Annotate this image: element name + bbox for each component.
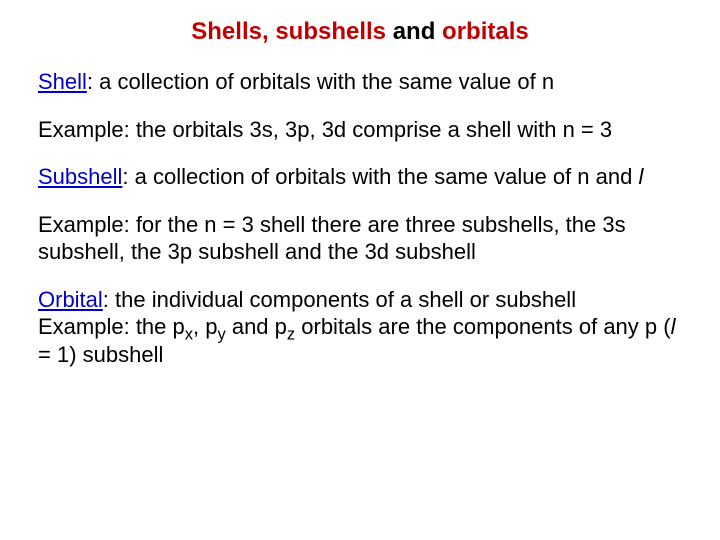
definition-shell: Shell: a collection of orbitals with the…	[38, 68, 682, 96]
text: : a collection of orbitals with the same…	[122, 164, 638, 189]
text: : a collection of orbitals with the same…	[87, 69, 554, 94]
text: Example: the p	[38, 314, 185, 339]
text: = 1) subshell	[38, 342, 163, 367]
subscript-x: x	[185, 325, 193, 343]
term-shell: Shell	[38, 69, 87, 94]
term-orbital: Orbital	[38, 287, 103, 312]
text: Example: the orbitals 3s, 3p, 3d compris…	[38, 117, 612, 142]
text: : the individual components of a shell o…	[103, 287, 576, 312]
text: , p	[193, 314, 217, 339]
example-orbital: Example: the px, py and pz orbitals are …	[38, 313, 682, 368]
italic-l: l	[671, 314, 676, 339]
slide: Shells, subshells and orbitals Shell: a …	[0, 0, 720, 540]
slide-title: Shells, subshells and orbitals	[38, 18, 682, 46]
italic-l: l	[638, 164, 643, 189]
example-shell: Example: the orbitals 3s, 3p, 3d compris…	[38, 116, 682, 144]
text: and p	[226, 314, 287, 339]
text: orbitals are the components of any p (	[295, 314, 670, 339]
example-subshell: Example: for the n = 3 shell there are t…	[38, 211, 682, 266]
subscript-z: z	[287, 325, 295, 343]
definition-subshell: Subshell: a collection of orbitals with …	[38, 163, 682, 191]
definition-orbital: Orbital: the individual components of a …	[38, 286, 682, 314]
term-subshell: Subshell	[38, 164, 122, 189]
text: Example: for the n = 3 shell there are t…	[38, 212, 626, 265]
subscript-y: y	[217, 325, 225, 343]
